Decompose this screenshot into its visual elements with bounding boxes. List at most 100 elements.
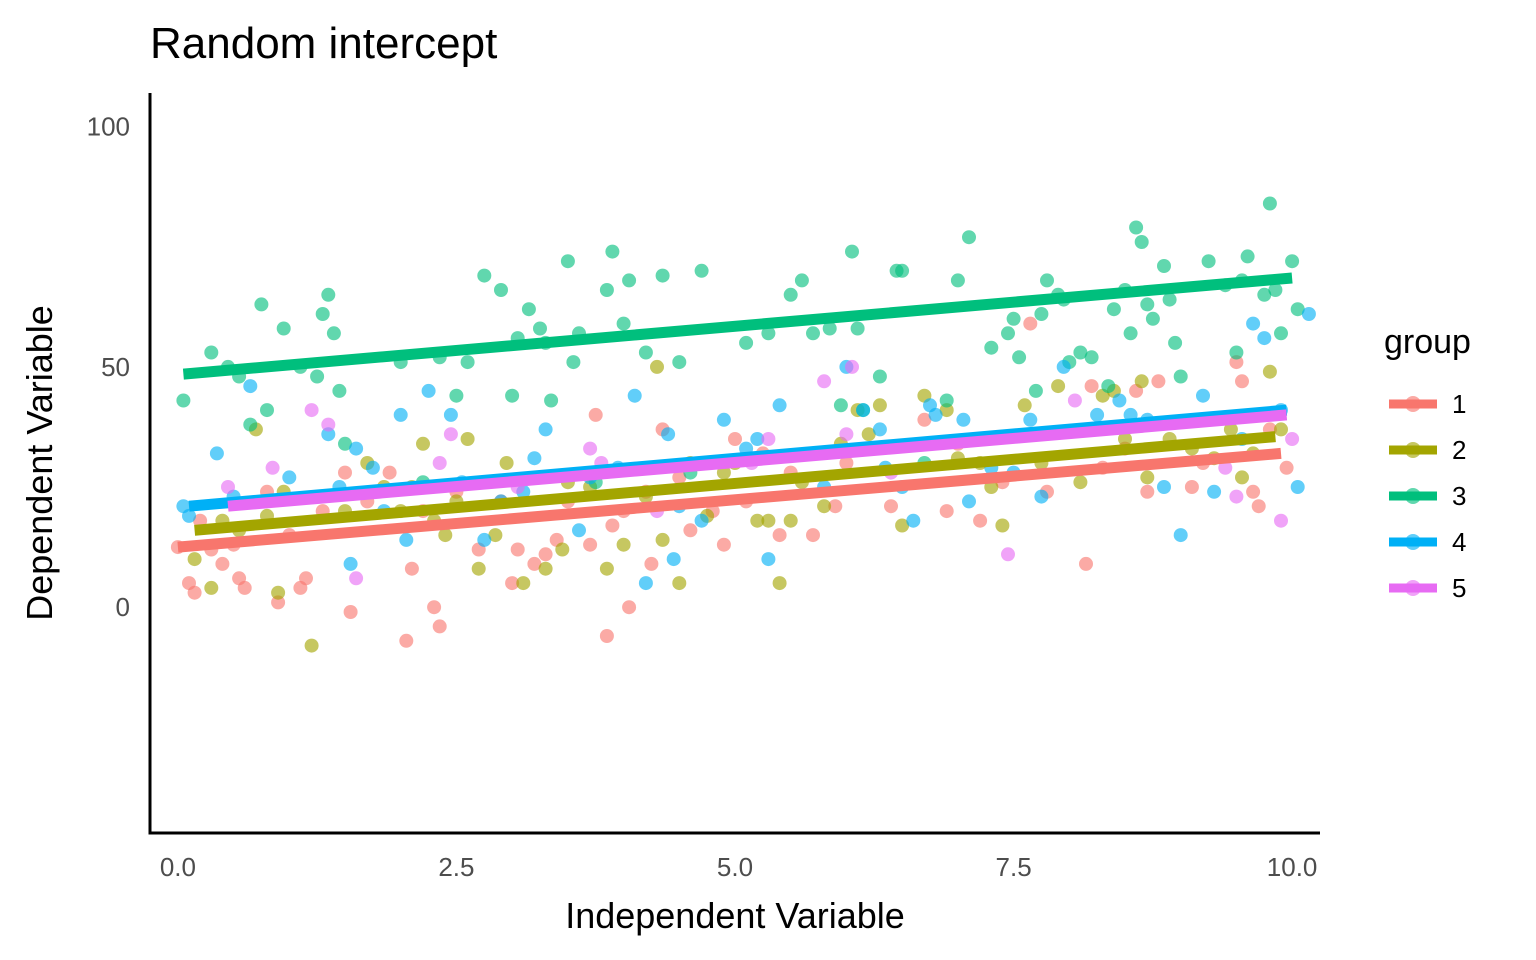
data-point [215, 556, 230, 571]
series-2-fit-line [194, 431, 1276, 536]
data-point [1123, 326, 1138, 341]
data-point [488, 528, 503, 543]
data-point [282, 470, 297, 485]
data-point [1257, 331, 1272, 346]
data-point [521, 302, 536, 317]
data-point [772, 398, 787, 413]
data-point [1056, 359, 1071, 374]
data-point [254, 297, 269, 312]
data-point [1023, 412, 1038, 427]
data-point [349, 571, 364, 586]
legend-item-4: 4 [1389, 527, 1466, 557]
data-point [1051, 379, 1066, 394]
legend-key-point [1405, 442, 1421, 458]
data-point [661, 427, 676, 442]
legend-item-5: 5 [1389, 573, 1466, 603]
data-point [321, 287, 336, 302]
data-point [783, 513, 798, 528]
legend-item-2: 2 [1389, 435, 1466, 465]
y-tick-label: 0 [116, 592, 130, 622]
data-point [1084, 379, 1099, 394]
data-point [973, 513, 988, 528]
data-point [638, 345, 653, 360]
data-point [399, 532, 414, 547]
data-point [505, 576, 520, 591]
data-point [176, 393, 191, 408]
data-point [683, 523, 698, 538]
data-point [1140, 470, 1155, 485]
data-point [772, 528, 787, 543]
legend-item-1: 1 [1389, 389, 1466, 419]
data-point [672, 470, 687, 485]
data-point [650, 359, 664, 374]
data-point [393, 407, 408, 422]
data-point [1040, 273, 1054, 288]
data-point [1023, 316, 1038, 331]
chart-title: Random intercept [150, 19, 497, 68]
data-point [1290, 480, 1305, 494]
legend-key-point [1405, 396, 1421, 412]
data-point [605, 518, 620, 533]
data-point [560, 254, 575, 269]
data-point [1251, 499, 1266, 514]
data-point [1001, 326, 1015, 341]
data-point [1034, 307, 1049, 321]
data-point [421, 383, 436, 398]
data-point [845, 244, 859, 259]
data-point [1012, 350, 1027, 365]
data-point [555, 542, 570, 557]
data-point [995, 518, 1010, 533]
y-axis-title: Dependent Variable [19, 305, 60, 621]
data-point [310, 369, 325, 384]
data-point [1145, 311, 1160, 326]
data-point [1073, 345, 1088, 360]
data-point [315, 307, 330, 321]
data-point [343, 556, 358, 571]
data-point [572, 523, 586, 538]
data-point [599, 283, 614, 297]
data-point [672, 355, 687, 370]
data-point [655, 532, 670, 547]
data-point [427, 600, 442, 615]
data-point [1157, 259, 1171, 273]
data-point [956, 412, 971, 427]
data-point [1090, 407, 1105, 422]
data-point [438, 528, 453, 543]
data-point [1140, 297, 1155, 312]
data-point [828, 499, 843, 514]
data-point [605, 244, 620, 259]
data-point [471, 561, 486, 576]
data-point [204, 580, 219, 595]
data-point [516, 576, 531, 591]
data-point [443, 407, 458, 422]
data-point [895, 518, 910, 533]
data-point [1229, 355, 1244, 370]
data-point [583, 537, 598, 552]
data-point [950, 273, 965, 288]
data-point [209, 446, 224, 461]
data-point [1001, 547, 1015, 562]
data-point [583, 441, 598, 456]
data-point [182, 508, 196, 523]
x-tick-label: 7.5 [996, 852, 1032, 882]
data-point [243, 379, 258, 394]
data-point [187, 552, 202, 567]
data-point [538, 547, 553, 562]
series-3-fit-line [182, 272, 1293, 380]
data-point [349, 441, 364, 456]
data-point [1268, 283, 1283, 297]
data-point [616, 316, 631, 331]
data-point [850, 321, 865, 336]
data-point [271, 595, 286, 610]
data-point [962, 494, 976, 509]
data-point [588, 407, 603, 422]
data-point [917, 412, 932, 427]
data-point [304, 638, 319, 653]
data-point [332, 383, 347, 398]
data-point [622, 600, 637, 615]
data-point [839, 427, 854, 442]
data-point [622, 273, 637, 288]
data-point [1274, 326, 1288, 341]
data-point [1168, 335, 1183, 350]
